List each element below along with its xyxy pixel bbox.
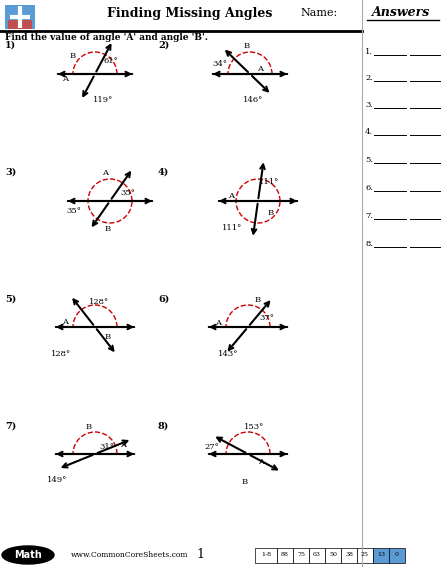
- Text: 27°: 27°: [205, 443, 219, 451]
- Text: 2): 2): [158, 40, 169, 49]
- Text: 88: 88: [281, 552, 289, 557]
- Text: 31°: 31°: [99, 443, 114, 451]
- Text: 38: 38: [345, 552, 353, 557]
- Bar: [325, 548, 341, 563]
- Text: 3): 3): [5, 167, 16, 176]
- Text: A: A: [102, 169, 108, 177]
- Text: 119°: 119°: [93, 96, 113, 104]
- Text: B: B: [105, 225, 111, 233]
- Text: 7): 7): [5, 421, 16, 430]
- Text: 5.: 5.: [365, 156, 373, 164]
- Text: 153°: 153°: [244, 423, 265, 431]
- Text: 8): 8): [158, 421, 169, 430]
- Text: B: B: [85, 423, 91, 431]
- Text: 1.: 1.: [365, 48, 373, 56]
- FancyBboxPatch shape: [5, 5, 35, 29]
- Text: Finding Missing Angles: Finding Missing Angles: [107, 6, 273, 19]
- Text: 35°: 35°: [120, 189, 135, 197]
- Text: 5): 5): [5, 294, 16, 303]
- Text: 25: 25: [361, 552, 369, 557]
- Text: Name:: Name:: [300, 8, 337, 18]
- Text: www.CommonCoreSheets.com: www.CommonCoreSheets.com: [71, 551, 189, 559]
- Text: A: A: [120, 441, 126, 449]
- Bar: [341, 548, 357, 563]
- Text: 6): 6): [158, 294, 169, 303]
- Ellipse shape: [2, 546, 54, 564]
- Text: B: B: [255, 296, 261, 304]
- Text: 35°: 35°: [67, 207, 81, 215]
- Text: 2.: 2.: [365, 74, 373, 82]
- Text: 6.: 6.: [365, 184, 373, 192]
- Text: B: B: [242, 478, 248, 486]
- Text: B: B: [243, 42, 249, 50]
- Text: 61°: 61°: [103, 57, 118, 65]
- Bar: [373, 548, 389, 563]
- Text: B: B: [267, 209, 273, 217]
- Text: Answers: Answers: [372, 6, 430, 19]
- Bar: [309, 548, 325, 563]
- Bar: [255, 548, 277, 563]
- Text: 13: 13: [377, 552, 385, 557]
- Text: A: A: [62, 318, 68, 325]
- Text: 143°: 143°: [218, 350, 238, 358]
- Text: 37°: 37°: [259, 314, 274, 322]
- Text: 7.: 7.: [365, 212, 373, 220]
- Text: 128°: 128°: [89, 298, 109, 306]
- FancyBboxPatch shape: [8, 20, 32, 29]
- Text: 1): 1): [5, 40, 16, 49]
- Text: 8.: 8.: [365, 240, 373, 248]
- Text: 1-8: 1-8: [261, 552, 271, 557]
- Text: A: A: [257, 65, 263, 73]
- Text: 63: 63: [313, 552, 321, 557]
- Text: 128°: 128°: [51, 350, 71, 358]
- Text: 1: 1: [196, 548, 204, 561]
- Text: 149°: 149°: [47, 476, 67, 484]
- Text: B: B: [70, 52, 76, 60]
- Text: 50: 50: [329, 552, 337, 557]
- Text: 4.: 4.: [365, 128, 373, 136]
- Text: A: A: [258, 458, 264, 466]
- Bar: [293, 548, 309, 563]
- Text: 34°: 34°: [213, 60, 228, 68]
- Text: 146°: 146°: [243, 96, 263, 104]
- Text: 75: 75: [297, 552, 305, 557]
- Text: Math: Math: [14, 550, 42, 560]
- Text: 4): 4): [158, 167, 169, 176]
- Text: 3.: 3.: [365, 101, 373, 109]
- Bar: [389, 548, 405, 563]
- Text: A: A: [228, 192, 234, 200]
- Text: 111°: 111°: [222, 224, 242, 232]
- Bar: [357, 548, 373, 563]
- Text: A: A: [215, 319, 221, 327]
- Text: A: A: [62, 75, 68, 83]
- Text: B: B: [104, 333, 110, 341]
- Text: 111°: 111°: [259, 178, 279, 187]
- Bar: [277, 548, 293, 563]
- Text: 0: 0: [395, 552, 399, 557]
- Text: Find the value of angle 'A' and angle 'B'.: Find the value of angle 'A' and angle 'B…: [5, 33, 208, 43]
